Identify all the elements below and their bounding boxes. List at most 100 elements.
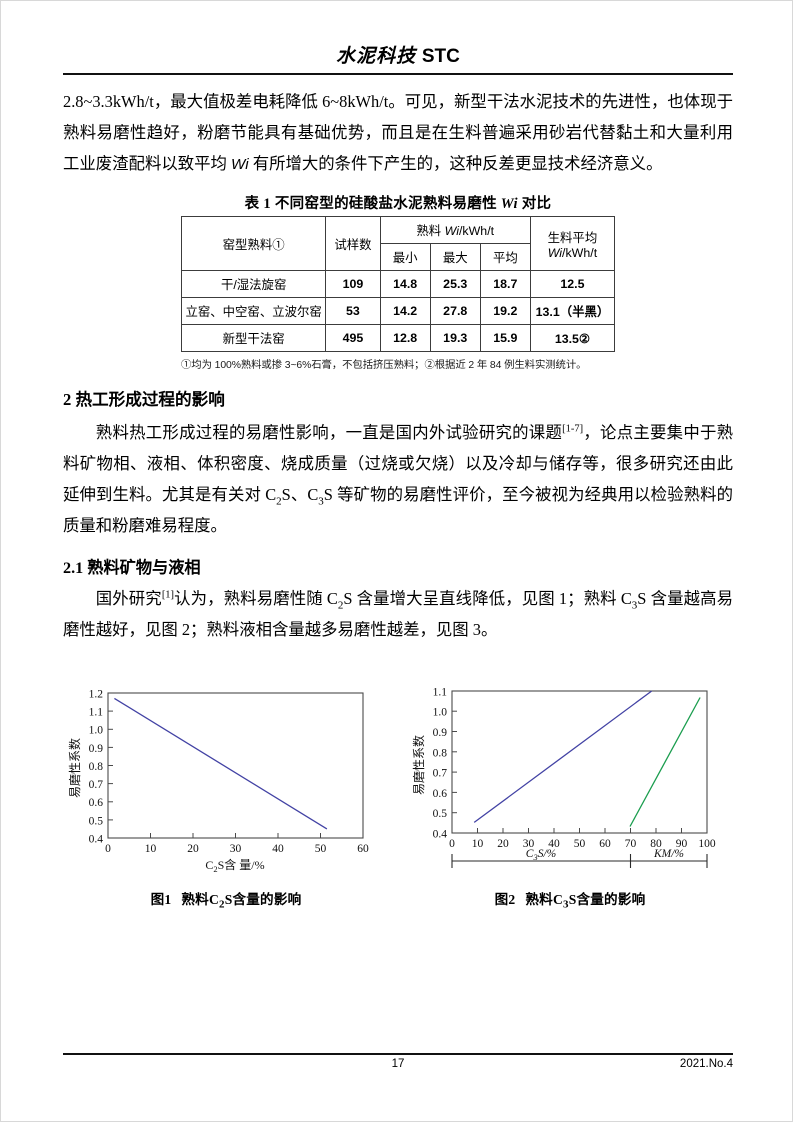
svg-text:0.4: 0.4 — [433, 829, 448, 841]
th-samples: 试样数 — [325, 216, 381, 271]
figure-1-text-a: 熟料C — [181, 892, 219, 907]
header-rule — [63, 73, 733, 75]
cell-raw: 13.5② — [529, 324, 616, 352]
cell-max: 19.3 — [429, 324, 481, 352]
svg-text:0.4: 0.4 — [89, 834, 104, 846]
svg-text:60: 60 — [599, 838, 611, 850]
cell-kiln: 干/湿法旋窑 — [180, 270, 327, 298]
chart-2-svg: 0.4 0.5 0.6 0.7 0.8 0.9 1.0 1.1 — [411, 686, 716, 868]
table-1-title: 表 1 不同窑型的硅酸盐水泥熟料易磨性 Wi 对比 — [63, 192, 733, 213]
running-head-cn: 水泥科技 — [336, 46, 417, 67]
para3-c: S 含量增大呈直线降低，见图 1；熟料 C — [343, 589, 632, 608]
cell-min: 12.8 — [379, 324, 431, 352]
svg-text:0.9: 0.9 — [89, 743, 104, 755]
paragraph-section2-1: 国外研究[1]认为，熟料易磨性随 C2S 含量增大呈直线降低，见图 1；熟料 C… — [63, 583, 733, 645]
figure-2-chart: 0.4 0.5 0.6 0.7 0.8 0.9 1.0 1.1 — [407, 663, 733, 878]
table-head: 窑型熟料① 试样数 熟料 Wi/kWh/t 生料平均 Wi/kWh/t 最小 最大… — [180, 216, 616, 271]
subscript-3: 3 — [318, 495, 324, 508]
issue-label: 2021.No.4 — [679, 1058, 733, 1070]
svg-text:1.1: 1.1 — [89, 707, 104, 719]
figure-1-caption: 图1 熟料C2S含量的影响 — [63, 888, 389, 910]
section-heading-2: 2 热工形成过程的影响 — [63, 390, 225, 409]
citation-ref: [1-7] — [562, 423, 584, 435]
page-content: 水泥科技 STC 2.8~3.3kWh/t，最大值极差电耗降低 6~8kWh/t… — [63, 41, 734, 911]
th-min: 最小 — [379, 243, 431, 271]
cell-min: 14.2 — [379, 297, 431, 325]
chart-1-x-tickmarks — [107, 833, 364, 838]
para1-post: 有所增大的条件下产生的，这种反差更显技术经济意义。 — [248, 154, 663, 173]
th-clinker-wi: Wi — [444, 224, 459, 238]
svg-text:0.5: 0.5 — [433, 808, 448, 820]
svg-text:0.7: 0.7 — [433, 768, 448, 780]
svg-text:0.9: 0.9 — [433, 727, 448, 739]
svg-text:0.8: 0.8 — [433, 747, 448, 759]
chart-2-x-label-primary: C3S/% — [526, 848, 556, 862]
svg-text:0: 0 — [449, 838, 455, 850]
cell-samples: 109 — [325, 270, 381, 298]
para2-d: S 等矿物的易磨性评价，至今被视为经典用以检验熟料的质量和粉磨难易程度。 — [63, 485, 733, 535]
para2-b: ，论点主要集中于熟料矿物相、液相、体积密度、烧成质量（过烧或欠烧）以及冷却与储存… — [63, 423, 734, 504]
chart-2-y-ticks: 0.4 0.5 0.6 0.7 0.8 0.9 1.0 1.1 — [433, 686, 448, 840]
figure-2-number: 图2 — [494, 892, 516, 907]
cell-raw: 12.5 — [529, 270, 616, 298]
figure-row: 0.4 0.5 0.6 0.7 0.8 0.9 1.0 1.1 1.2 — [63, 663, 733, 911]
figure-1-text-b: S含量的影响 — [224, 892, 302, 907]
chart-2-range-bracket — [451, 854, 708, 868]
th-clinker-post: /kWh/t — [458, 224, 495, 238]
subscript-3: 3 — [631, 599, 638, 612]
svg-text:80: 80 — [650, 838, 662, 850]
chart-1-x-axis-label: C2S含 量/% — [205, 857, 264, 874]
table-1: 窑型熟料① 试样数 熟料 Wi/kWh/t 生料平均 Wi/kWh/t 最小 最大… — [180, 216, 616, 352]
cell-samples: 53 — [325, 297, 381, 325]
figure-1-number: 图1 — [150, 892, 172, 907]
table-row: 干/湿法旋窑 109 14.8 25.3 18.7 12.5 — [180, 270, 616, 298]
th-avg: 平均 — [479, 243, 531, 271]
table-row: 新型干法窑 495 12.8 19.3 15.9 13.5② — [180, 324, 616, 352]
th-clinker-group: 熟料 Wi/kWh/t — [379, 216, 531, 244]
para3-b: 认为，熟料易磨性随 C — [174, 589, 338, 608]
svg-text:10: 10 — [472, 838, 484, 850]
chart-1-svg: 0.4 0.5 0.6 0.7 0.8 0.9 1.0 1.1 1.2 — [67, 688, 369, 874]
cell-max: 25.3 — [429, 270, 481, 298]
svg-text:40: 40 — [272, 843, 284, 855]
figure-2-text-b: S含量的影响 — [568, 892, 646, 907]
svg-text:20: 20 — [497, 838, 509, 850]
figure-2-subscript: 3 — [562, 898, 569, 911]
citation-ref: [1] — [161, 589, 175, 601]
svg-text:70: 70 — [625, 838, 637, 850]
table-header-row-2: 最小 最大 平均 — [182, 243, 615, 271]
svg-text:90: 90 — [676, 838, 688, 850]
svg-text:1.0: 1.0 — [89, 725, 104, 737]
th-raw-wi: Wi — [547, 245, 563, 260]
svg-text:0.8: 0.8 — [89, 761, 104, 773]
chart-1-y-axis-label: 易磨性系数 — [67, 738, 82, 798]
figure-1: 0.4 0.5 0.6 0.7 0.8 0.9 1.0 1.1 1.2 — [63, 663, 389, 910]
cell-raw: 13.1（半黑） — [529, 297, 616, 325]
para1-wi-symbol: Wi — [231, 156, 249, 173]
svg-text:1.2: 1.2 — [89, 688, 104, 700]
cell-samples: 495 — [325, 324, 381, 352]
th-raw-line1: 生料平均 — [547, 230, 598, 245]
figure-2-caption: 图2 熟料C3S含量的影响 — [407, 888, 733, 911]
chart-2-x-label-secondary: KM/% — [653, 848, 684, 860]
svg-text:100: 100 — [698, 838, 716, 850]
th-raw-avg: 生料平均 Wi/kWh/t — [529, 216, 616, 271]
chart-2-x-tickmarks — [451, 828, 708, 833]
running-head-latin: STC — [421, 46, 460, 67]
cell-min: 14.8 — [379, 270, 431, 298]
svg-text:40: 40 — [548, 838, 560, 850]
chart-2-series-c3s — [473, 690, 653, 823]
para3-d: S 含量越高易磨性越好，见图 2；熟料液相含量越多易磨性越差，见图 3。 — [63, 589, 733, 639]
table-body: 干/湿法旋窑 109 14.8 25.3 18.7 12.5 立窑、中空窑、立波… — [180, 270, 616, 352]
th-raw-unit: /kWh/t — [562, 245, 598, 260]
chart-2-x-ticks: 0 10 20 30 40 50 60 70 80 90 100 — [449, 838, 716, 850]
table-title-pre: 表 1 不同窑型的硅酸盐水泥熟料易磨性 — [244, 196, 501, 212]
table-title-wi: Wi — [500, 196, 518, 212]
table-row: 立窑、中空窑、立波尔窑 53 14.2 27.8 19.2 13.1（半黑） — [180, 297, 616, 325]
chart-2-y-tickmarks — [452, 690, 457, 834]
svg-text:60: 60 — [357, 843, 369, 855]
footer-line: 17 2021.No.4 — [63, 1058, 733, 1078]
subscript-2: 2 — [276, 495, 282, 508]
svg-text:10: 10 — [145, 843, 157, 855]
